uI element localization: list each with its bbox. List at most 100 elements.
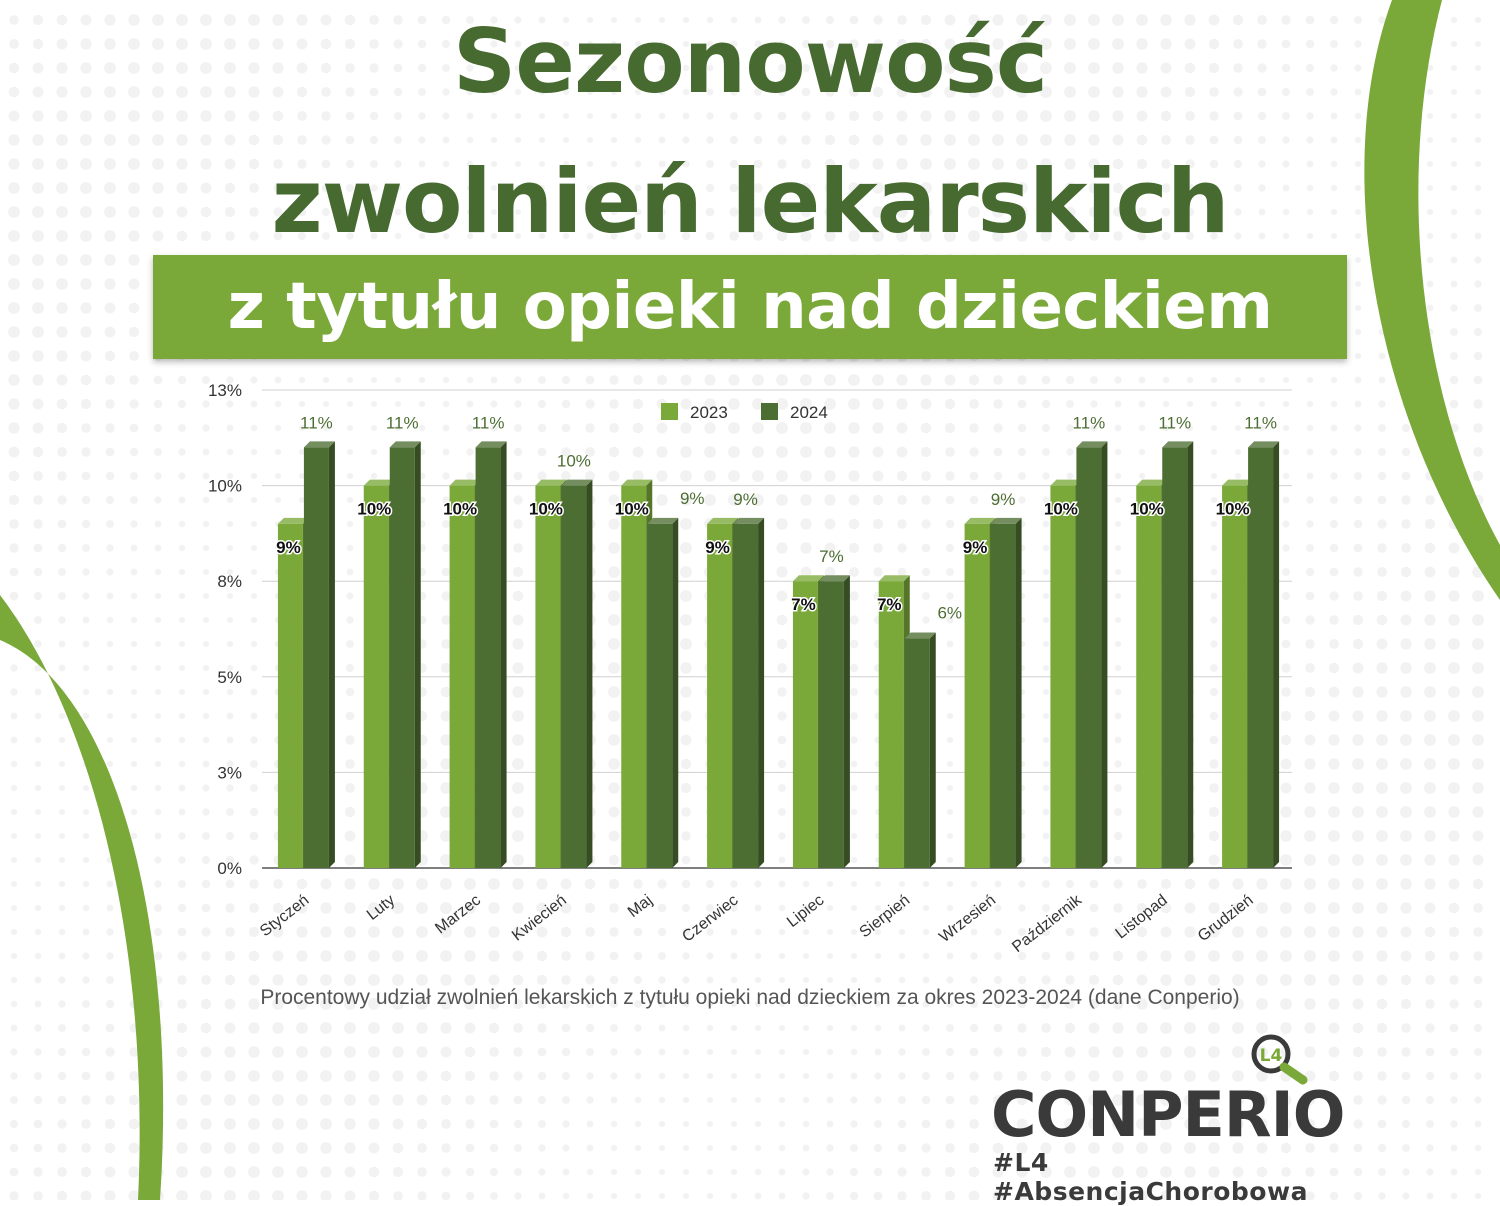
bar-top <box>303 441 335 448</box>
bar-top <box>964 517 996 524</box>
data-label-2023: 7% <box>791 595 816 614</box>
bar-front <box>561 485 587 868</box>
bar-2024-10 <box>1076 441 1108 868</box>
y-tick-label: 8% <box>217 572 242 591</box>
x-tick-label: Styczeń <box>257 892 312 940</box>
bar-side <box>843 575 850 868</box>
x-tick-label: Maj <box>625 892 656 921</box>
x-tick-label: Kwiecień <box>509 892 570 945</box>
data-label-2024: 11% <box>1244 413 1277 432</box>
y-tick-label: 10% <box>208 477 242 496</box>
bar-side <box>328 441 335 868</box>
bar-front <box>904 638 930 868</box>
chart-gridlines <box>262 389 1292 869</box>
bar-2024-3 <box>475 441 507 868</box>
data-label-2023: 10% <box>529 500 563 519</box>
bar-front <box>449 485 475 868</box>
data-label-2023: 10% <box>1130 500 1164 519</box>
logo-hashtags: #L4 #AbsencjaChorobowa <box>993 1148 1308 1206</box>
bar-front <box>990 523 1016 868</box>
bar-front <box>1050 485 1076 868</box>
bar-side <box>586 479 593 868</box>
bar-2024-1 <box>303 441 335 868</box>
bar-top <box>990 517 1022 524</box>
bar-side <box>1187 441 1194 868</box>
x-tick-label: Czerwiec <box>679 892 741 946</box>
bar-top <box>707 517 739 524</box>
bar-top <box>1248 441 1280 448</box>
bar-side <box>1273 441 1280 868</box>
x-tick-label: Listopad <box>1113 892 1171 943</box>
x-tick-label: Luty <box>364 892 398 924</box>
data-label-2024: 11% <box>1158 413 1191 432</box>
bar-2024-9 <box>990 517 1022 868</box>
data-label-2023: 10% <box>1044 500 1078 519</box>
chart-caption: Procentowy udział zwolnień lekarskich z … <box>260 986 1240 1009</box>
bar-2024-8 <box>904 632 936 868</box>
data-label-2023: 7% <box>877 595 902 614</box>
bar-2024-7 <box>818 575 850 868</box>
bar-top <box>818 575 850 582</box>
bar-top <box>878 575 910 582</box>
page-title-line-1: Sezonowość <box>452 10 1048 113</box>
bar-top <box>1076 441 1108 448</box>
bar-top <box>733 517 765 524</box>
legend-label-2023: 2023 <box>690 403 728 422</box>
bar-2024-5 <box>647 517 679 868</box>
data-label-2024: 11% <box>386 413 419 432</box>
dot-pattern <box>8 14 1484 1200</box>
data-label-2023: 10% <box>1216 500 1250 519</box>
bar-front <box>1222 485 1248 868</box>
bar-top <box>792 575 824 582</box>
bar-side <box>500 441 507 868</box>
bar-front <box>1076 447 1102 868</box>
bar-side <box>672 517 679 868</box>
bar-front <box>389 447 415 868</box>
logo-wordmark: CONPERIO <box>991 1078 1345 1151</box>
right-swoosh <box>1364 0 1500 600</box>
subtitle-banner: z tytułu opieki nad dzieckiem <box>153 255 1347 359</box>
bar-2024-11 <box>1162 441 1194 868</box>
bar-top <box>535 479 567 486</box>
x-tick-label: Marzec <box>432 892 484 938</box>
bar-front <box>277 523 303 868</box>
x-tick-label: Wrzesień <box>936 892 999 946</box>
x-axis-ticks: Styczeń Luty Marzec Kwiecień Maj Czerwiec Lipi… <box>257 891 1256 956</box>
data-label-2024: 9% <box>680 489 705 508</box>
bar-top <box>647 517 679 524</box>
bar-side <box>1101 441 1108 868</box>
bar-side <box>929 632 936 868</box>
legend-label-2024: 2024 <box>790 403 828 422</box>
bar-front <box>363 485 389 868</box>
x-tick-label: Lipiec <box>784 892 827 931</box>
bar-front <box>792 581 818 868</box>
y-axis-ticks: 0% 3% 5% 8% 10% 13% <box>208 381 242 878</box>
x-tick-label: Grudzień <box>1195 892 1257 945</box>
chart-legend: 2023 2024 <box>661 403 828 422</box>
page-title-line-2: zwolnień lekarskich <box>271 150 1230 253</box>
bar-front <box>818 581 844 868</box>
subtitle-text: z tytułu opieki nad dzieckiem <box>227 270 1273 344</box>
bar-front <box>1136 485 1162 868</box>
data-label-2023: 9% <box>963 538 988 557</box>
data-label-2024: 11% <box>1073 413 1106 432</box>
conperio-logo: L4 CONPERIO #L4 #AbsencjaChorobowa <box>985 1030 1345 1206</box>
magnifier-icon: L4 <box>1251 1034 1308 1085</box>
data-label-2023: 10% <box>443 500 477 519</box>
bar-front <box>303 447 329 868</box>
bar-front <box>621 485 647 868</box>
bar-front <box>707 523 733 868</box>
logo-icon-text: L4 <box>1260 1046 1283 1066</box>
bar-top <box>561 479 593 486</box>
bar-top <box>1222 479 1254 486</box>
bar-2024-4 <box>561 479 593 868</box>
x-tick-label: Październik <box>1009 891 1085 956</box>
bar-front <box>964 523 990 868</box>
bar-side <box>414 441 421 868</box>
bar-top <box>449 479 481 486</box>
data-label-2024: 7% <box>819 547 844 566</box>
data-label-2024: 6% <box>937 604 962 623</box>
bar-top <box>1050 479 1082 486</box>
